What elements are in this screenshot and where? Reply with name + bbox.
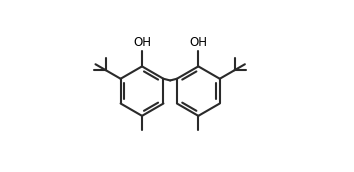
- Text: OH: OH: [189, 36, 207, 49]
- Text: OH: OH: [133, 36, 151, 49]
